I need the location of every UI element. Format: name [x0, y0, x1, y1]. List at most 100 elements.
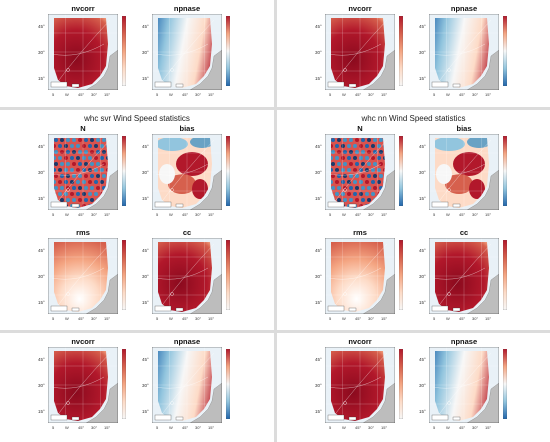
- lat-tick-label: 30°: [38, 50, 45, 55]
- map-npnase: npnase 45° 30° 15° 5 W 45° 30° 15°: [419, 337, 507, 430]
- map-plot: [48, 14, 118, 90]
- colorbar: [399, 349, 403, 419]
- lat-tick-label: 15°: [315, 409, 322, 414]
- map-plot: [152, 134, 222, 210]
- colorbar: [399, 240, 403, 310]
- map-title: bias: [456, 124, 472, 133]
- lat-tick-label: 45°: [142, 357, 149, 362]
- lon-tick-label: 5: [52, 212, 55, 217]
- colorbar-wrapper: [122, 240, 126, 310]
- lat-tick-label: 45°: [38, 144, 45, 149]
- lon-tick-label: W: [65, 92, 69, 97]
- lat-tick-label: 15°: [38, 196, 45, 201]
- lon-tick-label: 30°: [472, 425, 479, 430]
- lat-tick-label: 30°: [419, 274, 426, 279]
- lon-tick-label: W: [446, 316, 450, 321]
- map-title: npnase: [450, 337, 478, 346]
- lon-tick-label: 5: [433, 316, 436, 321]
- colorbar-wrapper: [226, 349, 230, 419]
- lat-tick-label: 30°: [142, 50, 149, 55]
- map-title: bias: [179, 124, 195, 133]
- map-title: nvcorr: [348, 337, 372, 346]
- lat-tick-label: 30°: [419, 50, 426, 55]
- colorbar-wrapper: [399, 240, 403, 310]
- lat-tick-label: 45°: [315, 248, 322, 253]
- lat-tick-label: 45°: [419, 248, 426, 253]
- lat-tick-label: 15°: [315, 300, 322, 305]
- map-cc: cc 45° 30° 15° 5 W 45° 30° 15°: [419, 228, 507, 321]
- lat-tick-label: 30°: [419, 170, 426, 175]
- lat-tick-label: 45°: [315, 144, 322, 149]
- lon-tick-label: 45°: [355, 316, 362, 321]
- lat-tick-label: 30°: [38, 274, 45, 279]
- lon-tick-label: 30°: [91, 425, 98, 430]
- map-nvcorr: nvcorr 45° 30° 15° 5 W 45° 30° 15°: [38, 4, 126, 97]
- map-title: nvcorr: [71, 4, 95, 13]
- lat-tick-label: 15°: [419, 76, 426, 81]
- colorbar: [399, 136, 403, 206]
- lat-tick-label: 45°: [419, 357, 426, 362]
- map-title: N: [357, 124, 363, 133]
- lat-tick-label: 45°: [315, 357, 322, 362]
- lon-tick-label: 45°: [355, 92, 362, 97]
- lon-tick-label: 45°: [355, 425, 362, 430]
- colorbar-wrapper: [399, 16, 403, 86]
- lon-tick-label: 45°: [182, 212, 189, 217]
- lon-tick-label: 45°: [355, 212, 362, 217]
- lon-tick-label: 5: [52, 316, 55, 321]
- lon-tick-label: W: [446, 212, 450, 217]
- colorbar-wrapper: [122, 349, 126, 419]
- lon-tick-label: W: [342, 316, 346, 321]
- lat-tick-label: 45°: [142, 144, 149, 149]
- lon-tick-label: W: [65, 425, 69, 430]
- map-cc: cc 45° 30° 15° 5 W 45° 30° 15°: [142, 228, 230, 321]
- colorbar: [122, 16, 126, 86]
- lat-tick-label: 45°: [38, 24, 45, 29]
- lon-tick-label: 5: [329, 425, 332, 430]
- map-title: rms: [76, 228, 90, 237]
- lon-tick-label: 5: [433, 425, 436, 430]
- lat-tick-label: 45°: [38, 357, 45, 362]
- lon-tick-label: 45°: [182, 316, 189, 321]
- colorbar: [226, 240, 230, 310]
- lat-tick-label: 45°: [315, 24, 322, 29]
- lon-tick-label: W: [446, 92, 450, 97]
- lon-tick-label: 15°: [485, 92, 492, 97]
- map-N: N 45° 30° 15° 5 W 45° 30° 15°: [315, 124, 403, 217]
- lat-tick-label: 15°: [315, 76, 322, 81]
- map-plot: [48, 134, 118, 210]
- map-plot: [48, 238, 118, 314]
- colorbar-wrapper: [226, 136, 230, 206]
- lon-tick-label: 15°: [485, 425, 492, 430]
- map-rms: rms 45° 30° 15° 5 W 45° 30° 15°: [38, 228, 126, 321]
- figure-panel-tl: nvcorr 45° 30° 15° 5 W 45° 30° 15° npnase 45° 30° 15…: [0, 0, 274, 107]
- lon-tick-label: 30°: [472, 212, 479, 217]
- lon-tick-label: W: [65, 212, 69, 217]
- lon-tick-label: 45°: [459, 212, 466, 217]
- lat-tick-label: 45°: [142, 248, 149, 253]
- lat-tick-label: 15°: [142, 409, 149, 414]
- colorbar-wrapper: [503, 240, 507, 310]
- lat-tick-label: 30°: [419, 383, 426, 388]
- colorbar-wrapper: [399, 349, 403, 419]
- map-plot: [325, 238, 395, 314]
- lon-tick-label: 45°: [78, 425, 85, 430]
- lon-tick-label: 30°: [195, 316, 202, 321]
- map-title: N: [80, 124, 86, 133]
- lon-tick-label: 15°: [104, 92, 111, 97]
- colorbar: [503, 16, 507, 86]
- lat-tick-label: 30°: [315, 50, 322, 55]
- lon-tick-label: 15°: [381, 212, 388, 217]
- lon-tick-label: 15°: [208, 92, 215, 97]
- figure-panel-mr: whc nn Wind Speed statistics N 45° 30° 15° 5 W…: [277, 110, 550, 330]
- lat-tick-label: 30°: [315, 383, 322, 388]
- map-title: npnase: [450, 4, 478, 13]
- colorbar-wrapper: [226, 240, 230, 310]
- lon-tick-label: W: [342, 425, 346, 430]
- map-nvcorr: nvcorr 45° 30° 15° 5 W 45° 30° 15°: [315, 337, 403, 430]
- lon-tick-label: 15°: [381, 425, 388, 430]
- lon-tick-label: W: [169, 212, 173, 217]
- panel-title: whc nn Wind Speed statistics: [361, 114, 466, 123]
- lon-tick-label: W: [342, 92, 346, 97]
- lat-tick-label: 15°: [38, 300, 45, 305]
